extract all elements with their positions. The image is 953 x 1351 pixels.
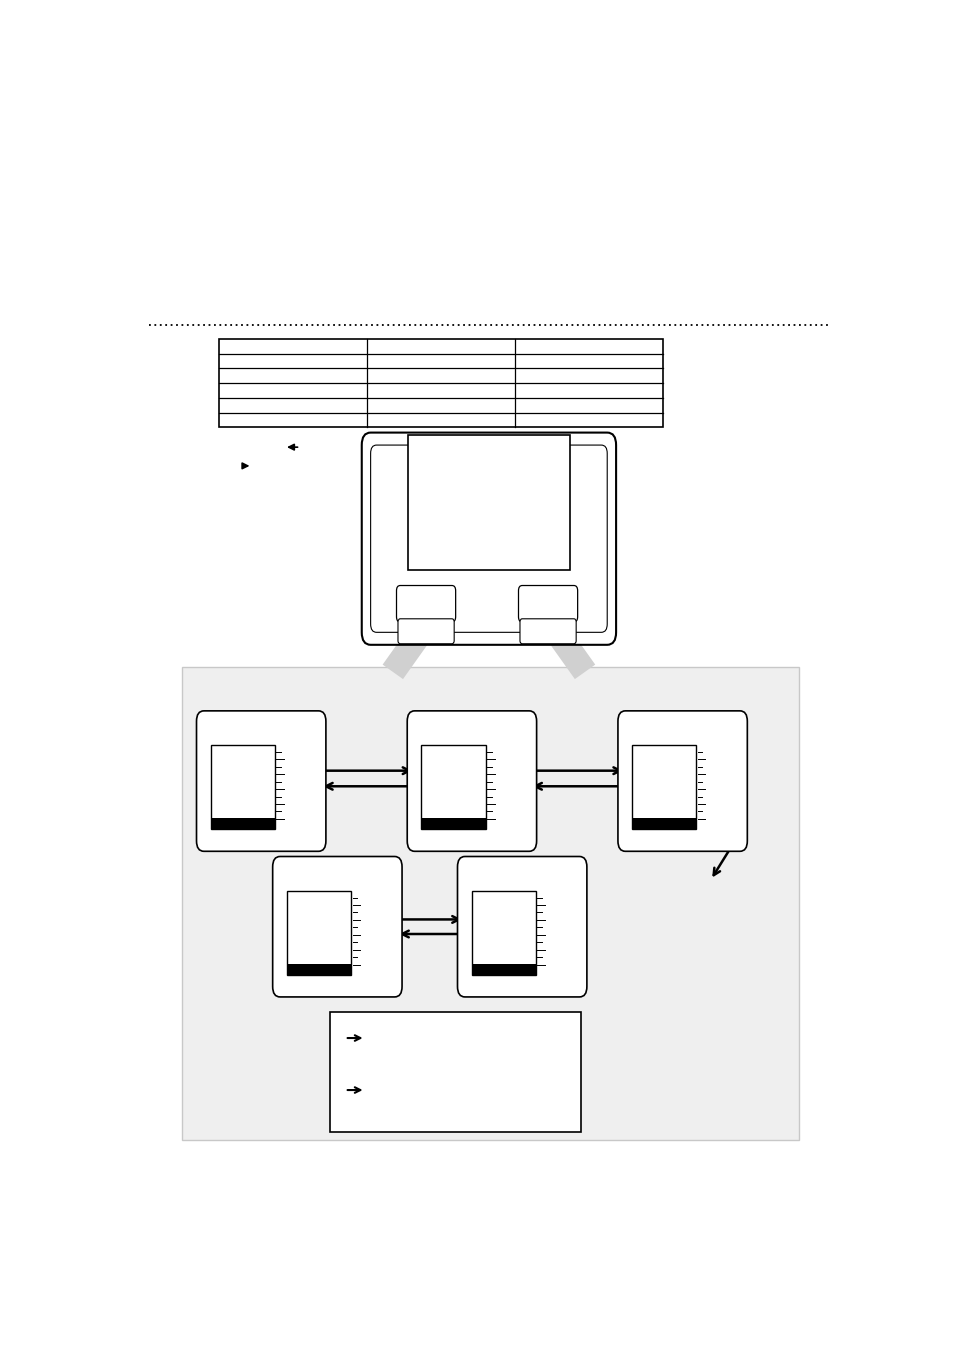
FancyBboxPatch shape [396,585,456,621]
Bar [182,666,799,1140]
FancyBboxPatch shape [407,711,536,851]
FancyBboxPatch shape [618,711,746,851]
Bar [211,746,274,830]
FancyBboxPatch shape [457,857,586,997]
FancyBboxPatch shape [196,711,326,851]
FancyBboxPatch shape [519,619,576,644]
Bar [472,963,536,974]
FancyBboxPatch shape [397,619,454,644]
Bar [287,963,351,974]
Bar [330,1012,580,1132]
FancyBboxPatch shape [518,585,577,621]
FancyBboxPatch shape [273,857,401,997]
Bar [407,435,570,570]
Bar [219,339,662,427]
Bar [287,890,351,974]
Bar [632,746,696,830]
Bar [211,819,274,830]
Bar [421,746,485,830]
FancyBboxPatch shape [361,432,616,644]
Bar [472,890,536,974]
Bar [632,819,696,830]
Bar [421,819,485,830]
